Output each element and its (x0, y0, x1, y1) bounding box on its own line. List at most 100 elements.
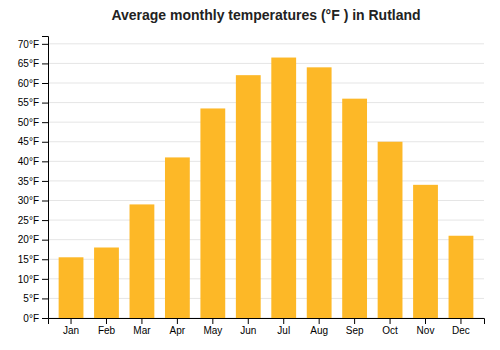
x-tick-mark (319, 318, 320, 324)
x-tick-mark (390, 318, 391, 324)
y-tick-label: 30°F (18, 195, 39, 206)
grid-line (48, 141, 484, 142)
y-tick: 25°F (18, 215, 48, 226)
y-tick: 10°F (18, 274, 48, 285)
y-tick: 70°F (18, 39, 48, 50)
y-tick: 65°F (18, 58, 48, 69)
x-axis-line (49, 319, 485, 325)
y-tick-mark (42, 63, 48, 64)
x-tick-mark (283, 318, 284, 324)
bar (236, 75, 261, 318)
y-tick-mark (42, 122, 48, 123)
x-tick-mark (354, 318, 355, 324)
x-tick: Jun (240, 318, 256, 336)
x-tick-label: Aug (310, 325, 328, 336)
y-tick: 60°F (18, 78, 48, 89)
y-tick-label: 0°F (23, 313, 39, 324)
y-tick-label: 10°F (18, 274, 39, 285)
y-tick: 55°F (18, 97, 48, 108)
x-tick-mark (460, 318, 461, 324)
x-tick-mark (212, 318, 213, 324)
x-tick-mark (106, 318, 107, 324)
y-tick-mark (42, 318, 48, 319)
x-tick-mark (71, 318, 72, 324)
bar (449, 236, 474, 318)
grid-line (48, 43, 484, 44)
y-tick: 50°F (18, 117, 48, 128)
bars (59, 58, 474, 318)
grid-line (48, 122, 484, 123)
bar (165, 157, 190, 318)
x-tick-label: Apr (170, 325, 186, 336)
y-tick-mark (42, 220, 48, 221)
y-tick-mark (42, 298, 48, 299)
y-tick-mark (42, 181, 48, 182)
grid-line (48, 180, 484, 181)
x-tick-label: Jul (277, 325, 290, 336)
y-tick-mark (42, 44, 48, 45)
x-tick-mark (248, 318, 249, 324)
y-tick-mark (42, 103, 48, 104)
y-tick: 5°F (23, 293, 48, 304)
bar (130, 204, 155, 318)
y-tick: 35°F (18, 176, 48, 187)
grid (48, 44, 484, 318)
y-tick: 45°F (18, 136, 48, 147)
y-tick-mark (42, 201, 48, 202)
y-tick-label: 60°F (18, 78, 39, 89)
bar (94, 248, 119, 319)
x-tick-mark (425, 318, 426, 324)
chart: 0°F 5°F 10°F 15°F 20°F 25°F 30°F 35°F 40°F 45°F 50… (0, 0, 500, 350)
grid-line (48, 83, 484, 84)
bar (378, 142, 403, 318)
y-tick: 20°F (18, 234, 48, 245)
grid-line (48, 161, 484, 162)
y-tick-label: 55°F (18, 97, 39, 108)
y-tick: 0°F (23, 313, 48, 324)
x-tick-label: Nov (417, 325, 435, 336)
x-tick: Jul (277, 318, 290, 336)
y-tick-label: 40°F (18, 156, 39, 167)
y-tick: 40°F (18, 156, 48, 167)
x-tick-label: Dec (452, 325, 470, 336)
y-tick-mark (42, 240, 48, 241)
x-tick: Dec (452, 318, 470, 336)
x-tick: Feb (98, 318, 116, 336)
x-tick: May (203, 318, 222, 336)
bar (342, 99, 367, 318)
y-tick-label: 35°F (18, 176, 39, 187)
y-tick-label: 65°F (18, 58, 39, 69)
y-tick: 15°F (18, 254, 48, 265)
x-tick-label: Jun (240, 325, 256, 336)
grid-line (48, 102, 484, 103)
x-tick-label: Jan (63, 325, 79, 336)
x-axis: JanFebMarAprMayJunJulAugSepOctNovDec (49, 318, 485, 336)
bar (200, 108, 225, 318)
y-tick-label: 50°F (18, 117, 39, 128)
x-tick: Nov (417, 318, 435, 336)
bar (59, 257, 84, 318)
y-tick-label: 20°F (18, 234, 39, 245)
y-tick-label: 25°F (18, 215, 39, 226)
x-tick-label: May (203, 325, 222, 336)
x-tick: Apr (170, 318, 186, 336)
grid-line (48, 63, 484, 64)
y-tick-label: 45°F (18, 136, 39, 147)
y-tick-mark (42, 259, 48, 260)
y-tick-label: 15°F (18, 254, 39, 265)
x-tick-mark (177, 318, 178, 324)
y-tick-mark (42, 161, 48, 162)
x-tick: Oct (382, 318, 398, 336)
y-tick-mark (42, 279, 48, 280)
x-tick-label: Sep (346, 325, 364, 336)
x-tick: Aug (310, 318, 328, 336)
x-tick-label: Feb (98, 325, 116, 336)
y-axis-line (42, 37, 49, 319)
y-tick-mark (42, 142, 48, 143)
x-tick-mark (141, 318, 142, 324)
x-tick: Sep (346, 318, 364, 336)
y-tick-label: 5°F (23, 293, 39, 304)
bar (271, 58, 296, 318)
bar (307, 67, 332, 318)
x-tick: Jan (63, 318, 79, 336)
